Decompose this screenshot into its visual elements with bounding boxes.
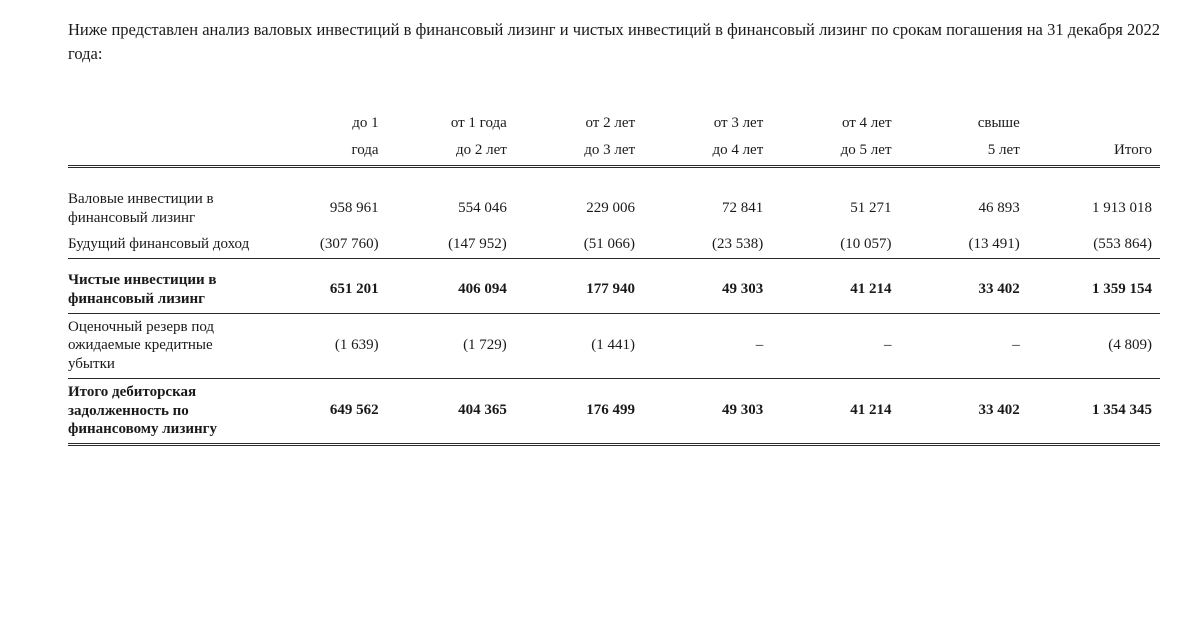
cell: (553 864) (1028, 231, 1160, 258)
row-label: Чистые инвести­ции в финансовый лизинг (68, 267, 258, 313)
table-row: Итого дебиторская задолженность по финан… (68, 378, 1160, 444)
cell: (307 760) (258, 231, 386, 258)
cell: 49 303 (643, 378, 771, 444)
cell: (10 057) (771, 231, 899, 258)
row-label: Валовые инвестиции в финансовый ли­зинг (68, 186, 258, 232)
col-head: до 3 лет (515, 137, 643, 166)
row-label: Будущий финансо­вый доход (68, 231, 258, 258)
cell: 554 046 (387, 186, 515, 232)
cell: 72 841 (643, 186, 771, 232)
cell: – (643, 313, 771, 378)
cell: (23 538) (643, 231, 771, 258)
cell: 651 201 (258, 267, 386, 313)
cell: – (900, 313, 1028, 378)
cell: 41 214 (771, 267, 899, 313)
cell: (147 952) (387, 231, 515, 258)
intro-paragraph: Ниже представлен анализ валовых инвестиц… (68, 18, 1160, 66)
cell: (1 441) (515, 313, 643, 378)
row-label: Оценочный резерв под ожидаемые кредитные… (68, 313, 258, 378)
col-head: до 2 лет (387, 137, 515, 166)
cell: 49 303 (643, 267, 771, 313)
cell: (1 729) (387, 313, 515, 378)
col-head: от 1 года (387, 106, 515, 138)
cell: (51 066) (515, 231, 643, 258)
col-head: свыше (900, 106, 1028, 138)
col-head: до 4 лет (643, 137, 771, 166)
cell: 46 893 (900, 186, 1028, 232)
col-head: до 5 лет (771, 137, 899, 166)
col-head: Итого (1028, 137, 1160, 166)
table-row: Оценочный резерв под ожидаемые кредитные… (68, 313, 1160, 378)
cell: 33 402 (900, 378, 1028, 444)
row-label: Итого дебиторская задолженность по финан… (68, 378, 258, 444)
leasing-maturity-table: до 1 от 1 года от 2 лет от 3 лет от 4 ле… (68, 106, 1160, 446)
col-head: от 2 лет (515, 106, 643, 138)
cell: 1 913 018 (1028, 186, 1160, 232)
cell: 229 006 (515, 186, 643, 232)
cell: 41 214 (771, 378, 899, 444)
cell: 176 499 (515, 378, 643, 444)
cell: (13 491) (900, 231, 1028, 258)
table-row: Валовые инвестиции в финансовый ли­зинг … (68, 186, 1160, 232)
cell: 51 271 (771, 186, 899, 232)
cell: (4 809) (1028, 313, 1160, 378)
cell: 406 094 (387, 267, 515, 313)
table-row: Будущий финансо­вый доход (307 760) (147… (68, 231, 1160, 258)
cell: 649 562 (258, 378, 386, 444)
col-head: от 3 лет (643, 106, 771, 138)
header-row-2: года до 2 лет до 3 лет до 4 лет до 5 лет… (68, 137, 1160, 166)
cell: (1 639) (258, 313, 386, 378)
table-row: Чистые инвести­ции в финансовый лизинг 6… (68, 267, 1160, 313)
cell: 177 940 (515, 267, 643, 313)
col-head: до 1 (258, 106, 386, 138)
col-head (1028, 106, 1160, 138)
cell: 1 354 345 (1028, 378, 1160, 444)
cell: 1 359 154 (1028, 267, 1160, 313)
col-head: от 4 лет (771, 106, 899, 138)
cell: 958 961 (258, 186, 386, 232)
col-head: 5 лет (900, 137, 1028, 166)
col-head: года (258, 137, 386, 166)
cell: – (771, 313, 899, 378)
cell: 33 402 (900, 267, 1028, 313)
cell: 404 365 (387, 378, 515, 444)
header-row-1: до 1 от 1 года от 2 лет от 3 лет от 4 ле… (68, 106, 1160, 138)
